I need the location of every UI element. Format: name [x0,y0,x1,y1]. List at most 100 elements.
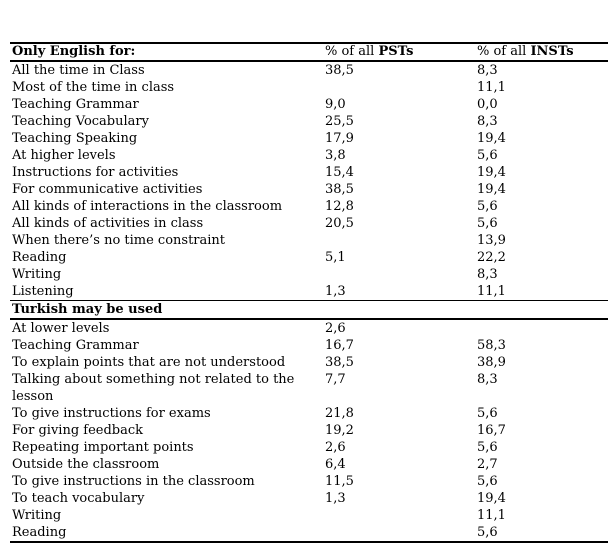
table-row: Writing 11,1 [10,507,608,524]
inst-value: 5,6 [477,440,498,455]
table-row: Teaching Speaking 17,9 19,4 [10,130,608,147]
column-header-category: Only English for: [10,43,325,62]
pst-value: 5,1 [325,250,346,265]
pst-value: 1,3 [325,491,346,506]
row-label: To teach vocabulary [12,491,145,506]
inst-value: 5,6 [477,199,498,214]
pst-value: 21,8 [325,406,354,421]
row-label: To explain points that are not understoo… [12,355,286,370]
row-label: Listening [10,283,325,301]
inst-value: 19,4 [477,182,506,197]
inst-value: 8,3 [477,114,498,129]
inst-value: 8,3 [477,63,498,78]
table-row: Reading 5,1 22,2 [10,249,608,266]
row-label: Instructions for activities [12,165,179,180]
table-row: Instructions for activities 15,4 19,4 [10,164,608,181]
inst-value: 19,4 [477,131,506,146]
pst-value: 1,3 [325,283,477,301]
inst-value: 5,6 [477,525,498,540]
pst-value: 17,9 [325,131,354,146]
row-label: Teaching Vocabulary [12,114,149,129]
pst-value: 38,5 [325,63,354,78]
pct-of-all-label: % of all [325,44,379,59]
row-label: Most of the time in class [12,80,175,95]
table-row: Listening 1,3 11,1 [10,283,608,301]
inst-value: 19,4 [477,165,506,180]
pst-value [325,232,477,249]
pst-value [325,524,477,542]
row-label: Reading [12,250,67,265]
table-row: To give instructions in the classroom 11,… [10,473,608,490]
table-row: Teaching Vocabulary 25,5 8,3 [10,113,608,130]
language-use-table: Only English for: % of all PSTs % of all… [10,42,608,543]
table-header-row: Only English for: % of all PSTs % of all… [10,43,608,62]
pst-value: 3,8 [325,148,346,163]
inst-value: 0,0 [477,97,498,112]
inst-value: 58,3 [477,338,506,353]
inst-value: 22,2 [477,250,506,265]
pst-value: 19,2 [325,423,354,438]
section-header-row: Turkish may be used [10,300,608,320]
table-row: Reading 5,6 [10,524,608,542]
row-label: Teaching Grammar [12,97,139,112]
row-label: For communicative activities [12,182,203,197]
table-row: Repeating important points 2,6 5,6 [10,439,608,456]
column-header-category-label: Only English for: [12,44,136,59]
table-row: For communicative activities 38,5 19,4 [10,181,608,198]
row-label: All kinds of activities in class [12,216,204,231]
table-row: Talking about something not related to t… [10,371,608,405]
row-label: Writing [12,508,62,523]
inst-value: 38,9 [477,355,506,370]
pst-value: 15,4 [325,165,354,180]
inst-value [477,319,608,337]
row-label: At higher levels [12,148,116,163]
table-row: Outside the classroom 6,4 2,7 [10,456,608,473]
table-row: At higher levels 3,8 5,6 [10,147,608,164]
row-label: To give instructions for exams [12,406,211,421]
inst-value: 16,7 [477,423,506,438]
row-label: Teaching Speaking [12,131,138,146]
row-label: All kinds of interactions in the classro… [12,199,283,214]
column-header-inst: % of all INSTs [477,43,608,62]
table-row: Teaching Grammar 16,7 58,3 [10,337,608,354]
pst-value: 20,5 [325,216,354,231]
pst-value: 7,7 [325,372,346,387]
table-row: To teach vocabulary 1,3 19,4 [10,490,608,507]
inst-value: 2,7 [477,457,498,472]
pst-value [325,507,477,524]
section-header-label: Turkish may be used [10,300,608,320]
language-use-table-region: Only English for: % of all PSTs % of all… [10,42,608,543]
inst-value: 5,6 [477,216,498,231]
inst-value: 19,4 [477,491,506,506]
inst-value: 8,3 [477,267,498,282]
table-row: Most of the time in class 11,1 [10,79,608,96]
row-label: Repeating important points [12,440,194,455]
pst-value: 2,6 [325,321,346,336]
pst-label: PSTs [378,44,414,59]
table-row: Writing 8,3 [10,266,608,283]
row-label: Outside the classroom [12,457,160,472]
table-row: All kinds of interactions in the classro… [10,198,608,215]
pst-value: 9,0 [325,97,346,112]
table-body: All the time in Class 38,5 8,3 Most of the … [10,61,608,542]
inst-label: INSTs [530,44,574,59]
table-row: All the time in Class 38,5 8,3 [10,61,608,79]
pst-value: 11,5 [325,474,354,489]
table-row: To explain points that are not understoo… [10,354,608,371]
table-row: When there’s no time constraint 13,9 [10,232,608,249]
row-label: When there’s no time constraint [12,233,226,248]
inst-value: 5,6 [477,148,498,163]
pct-of-all-label: % of all [477,44,531,59]
table-row: To give instructions for exams 21,8 5,6 [10,405,608,422]
pst-value: 2,6 [325,440,346,455]
row-label: At lower levels [12,321,110,336]
pst-value: 38,5 [325,182,354,197]
pst-value [325,266,477,283]
pst-value: 6,4 [325,457,346,472]
pst-value: 12,8 [325,199,354,214]
inst-value: 11,1 [477,508,506,523]
row-label: To give instructions in the classroom [12,474,255,489]
row-label: Reading [12,525,67,540]
table-row: Teaching Grammar 9,0 0,0 [10,96,608,113]
